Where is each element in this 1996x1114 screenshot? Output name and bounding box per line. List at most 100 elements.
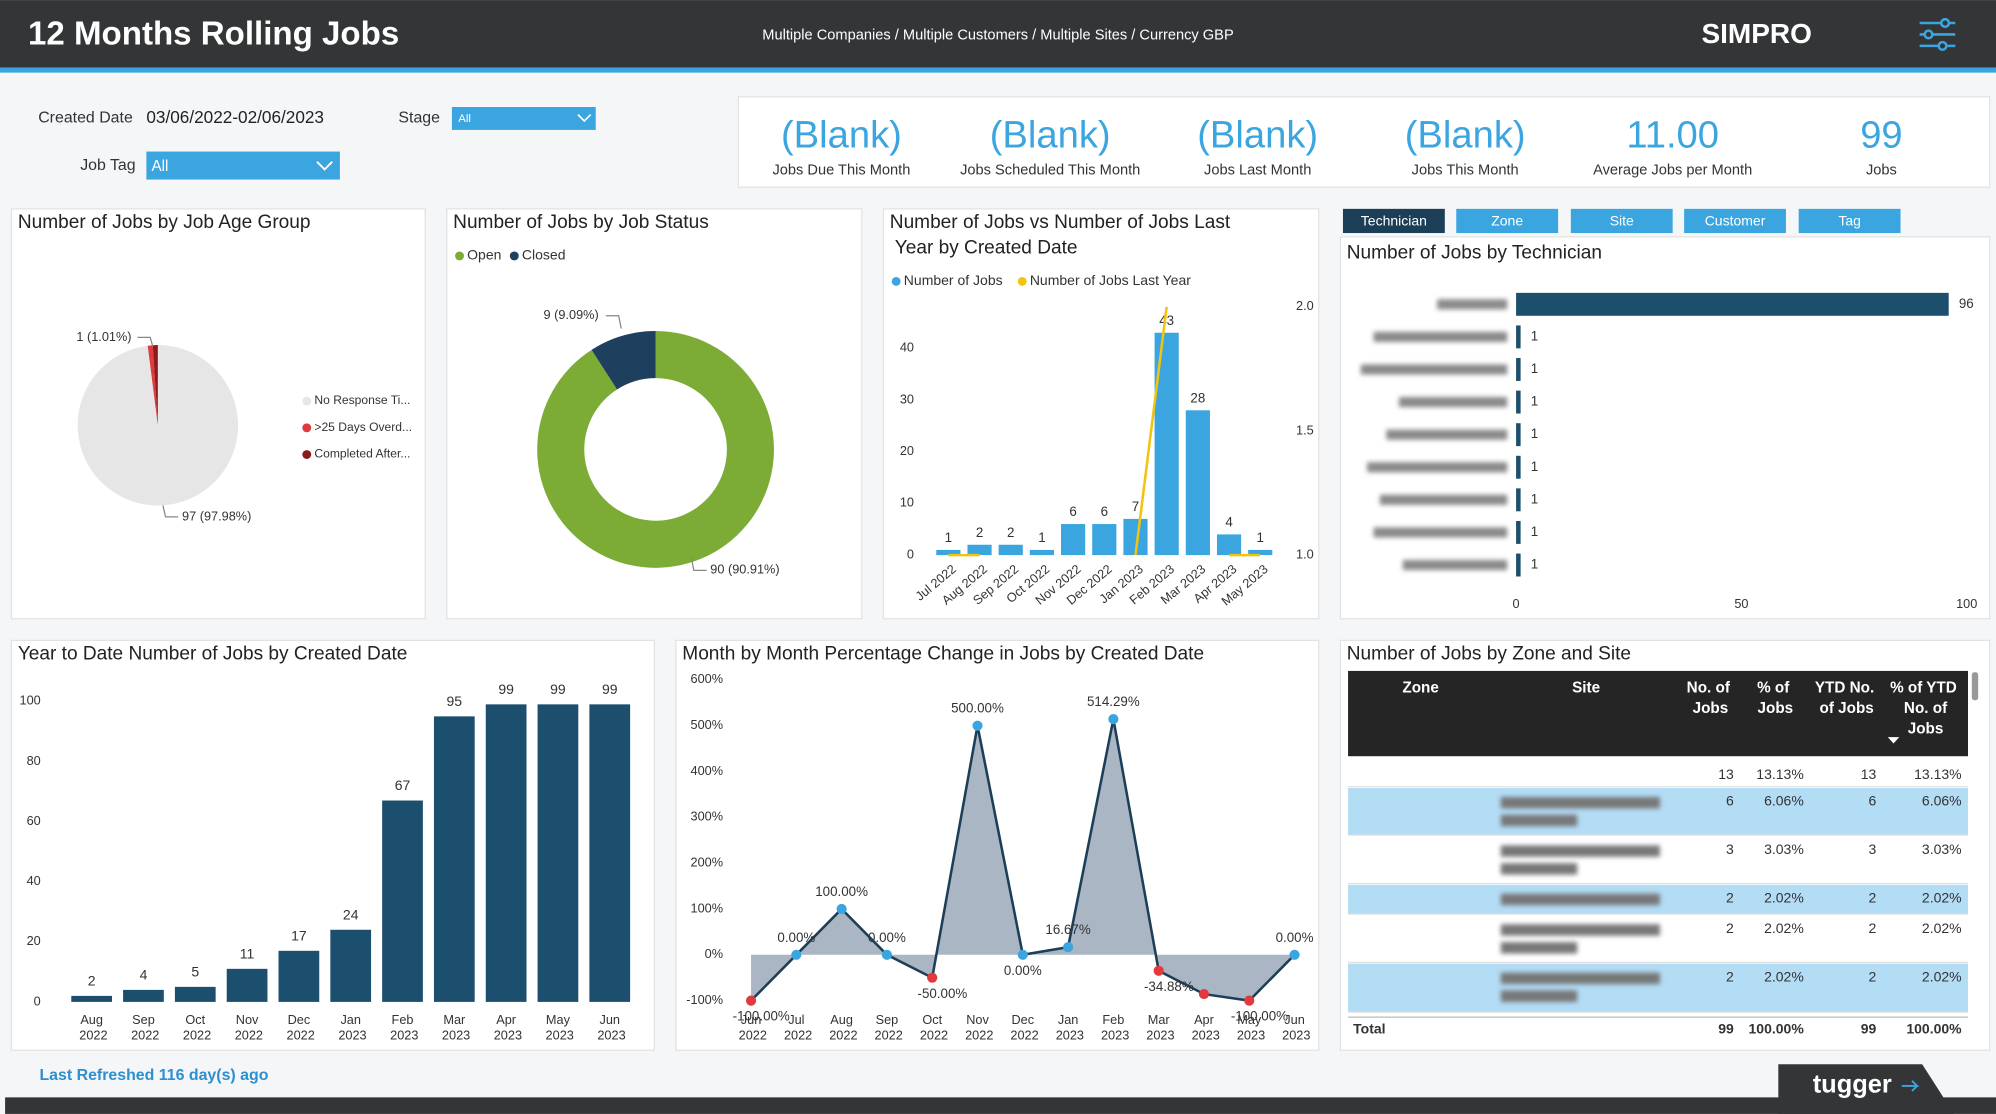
table-cell: 2.02%: [1764, 889, 1804, 905]
text-line: 2023: [542, 1028, 574, 1043]
text-line: 2022: [283, 1028, 315, 1043]
blurred-label: [1500, 924, 1660, 936]
data-label: 9 (9.09%): [544, 307, 599, 322]
scrollbar[interactable]: [1971, 672, 1979, 701]
tab[interactable]: [1684, 208, 1786, 234]
data-label: 16.67%: [1045, 922, 1090, 937]
y-tick-label: 0%: [705, 946, 723, 961]
table-cell: 2.02%: [1764, 920, 1804, 936]
blurred-label: [1373, 527, 1508, 538]
dropdown[interactable]: [451, 107, 596, 130]
dropdown[interactable]: [146, 151, 340, 180]
blurred-label: [1500, 863, 1578, 875]
text-line: Mar: [443, 1012, 466, 1027]
bar: [1516, 292, 1949, 316]
text-line: 2022: [826, 1028, 858, 1043]
brand-arrow: [1901, 1080, 1920, 1092]
data-label: 2: [1007, 525, 1014, 540]
data-label: 5: [191, 964, 199, 980]
y-tick-label: 30: [900, 391, 914, 406]
dropdown-value[interactable]: All: [151, 158, 168, 175]
data-label: 1: [1531, 491, 1538, 506]
table-cell: 2.02%: [1922, 920, 1962, 936]
y-tick-label: 80: [27, 753, 41, 768]
text-line: Year by Created Date: [890, 237, 1078, 258]
blurred-label: [1500, 893, 1660, 906]
data-label: 0.00%: [1004, 963, 1042, 978]
x-tick-label: Jan 2023: [1052, 1012, 1084, 1042]
y-tick-label: 10: [900, 495, 914, 510]
bar: [1029, 549, 1055, 556]
leader-line: [137, 336, 154, 347]
chevron[interactable]: [577, 114, 592, 123]
tab[interactable]: [1342, 208, 1445, 234]
blurred-label: [1500, 972, 1660, 985]
bar: [1516, 520, 1521, 544]
filter-label: Job Tag: [80, 157, 135, 174]
data-point: [1062, 942, 1074, 953]
kpi-value: (Blank): [990, 114, 1111, 157]
table-cell: 2: [1869, 920, 1877, 936]
footer-badge: [1778, 1064, 1954, 1114]
kpi-panel: [737, 96, 1991, 188]
data-label: 0.00%: [1276, 930, 1314, 945]
data-label: 17: [291, 928, 307, 944]
data-label: 1: [1531, 394, 1538, 409]
text-line: 2022: [735, 1028, 767, 1043]
data-label: 0.00%: [777, 930, 815, 945]
text-line: Jun: [599, 1012, 620, 1027]
bar: [123, 989, 164, 1002]
last-refreshed: Last Refreshed 116 day(s) ago: [39, 1067, 268, 1084]
kpi-label: Jobs Due This Month: [772, 163, 910, 179]
tab-label[interactable]: Customer: [1705, 212, 1766, 228]
bar: [226, 968, 268, 1002]
tab-label[interactable]: Zone: [1491, 212, 1523, 228]
text-line: 2023: [387, 1028, 419, 1043]
tab-label[interactable]: Technician: [1361, 212, 1427, 228]
settings-icon[interactable]: [1919, 17, 1956, 51]
text-line: 2023: [1188, 1028, 1220, 1043]
filter-value[interactable]: 03/06/2022-02/06/2023: [146, 107, 324, 127]
tab[interactable]: [1456, 208, 1559, 234]
data-label: 514.29%: [1087, 694, 1140, 709]
text-line: Jan: [1058, 1012, 1079, 1027]
data-label: -100.00%: [1231, 1009, 1288, 1024]
tab[interactable]: [1570, 208, 1673, 234]
text-line: 2023: [1143, 1028, 1175, 1043]
chart-title: Number of Jobs vs Number of Jobs Last Ye…: [890, 212, 1231, 258]
x-tick-label: Nov 2022: [231, 1012, 263, 1042]
column-header: Site: [1572, 680, 1600, 697]
column-header: No. of Jobs: [1687, 680, 1731, 717]
y-tick-label: 400%: [691, 763, 724, 778]
column-header: YTD No. of Jobs: [1815, 680, 1874, 717]
text-line: Feb: [1102, 1012, 1124, 1027]
chart-title: Number of Jobs by Job Status: [453, 212, 709, 233]
kpi-label: Jobs Scheduled This Month: [960, 163, 1140, 179]
bar: [1092, 524, 1117, 556]
data-label: 1: [1531, 361, 1538, 376]
y-tick-label: 200%: [691, 855, 724, 870]
bar: [433, 716, 475, 1002]
tab-label[interactable]: Site: [1610, 212, 1634, 228]
bar: [537, 704, 579, 1002]
tab[interactable]: [1798, 208, 1901, 234]
data-point: [1017, 949, 1028, 960]
text-line: 2022: [231, 1028, 263, 1043]
data-label: 1: [1531, 328, 1538, 343]
x-tick-label: Jan 2023: [335, 1012, 367, 1042]
dropdown-value[interactable]: All: [458, 113, 471, 125]
blurred-label: [1398, 396, 1508, 408]
data-point: [1244, 995, 1255, 1006]
text-line: 2022: [76, 1028, 108, 1043]
text-line: Zone: [1402, 680, 1438, 697]
chevron[interactable]: [316, 161, 333, 171]
y-tick-label: 40: [27, 873, 41, 888]
tab-label[interactable]: Tag: [1838, 212, 1861, 228]
bar: [936, 549, 961, 556]
text-line: Jan: [340, 1012, 361, 1027]
x-tick-label: 50: [1734, 596, 1748, 611]
data-label: -100.00%: [733, 1009, 790, 1024]
x-tick-label: 0: [1513, 596, 1520, 611]
table-cell: 2: [1726, 889, 1734, 905]
y-tick-label: 0: [34, 993, 41, 1008]
